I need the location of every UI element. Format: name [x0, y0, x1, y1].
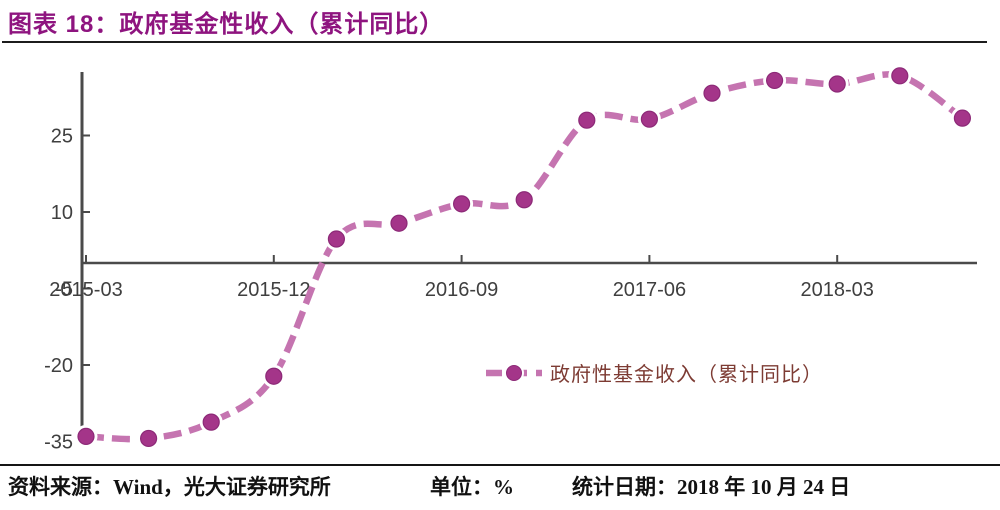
data-point: [77, 427, 95, 445]
chart-title: 图表 18：政府基金性收入（累计同比）: [8, 11, 445, 38]
y-tick-label: -35: [44, 432, 73, 454]
data-point: [578, 111, 596, 129]
data-point: [140, 429, 158, 448]
data-point: [390, 214, 408, 232]
stat-date-note: 统计日期：2018 年 10 月 24 日: [572, 475, 851, 499]
x-tick-label: 2018-03: [800, 279, 873, 301]
y-tick-label: 10: [51, 202, 73, 224]
series-line: [85, 71, 965, 443]
y-tick-label: 25: [51, 126, 73, 148]
footer-divider: [0, 464, 1000, 466]
data-point: [828, 75, 846, 93]
data-point: [765, 71, 784, 90]
data-point: [265, 367, 283, 385]
unit-note: 单位：%: [430, 475, 514, 499]
x-tick-label: 2017-06: [613, 279, 686, 301]
source-note: 资料来源：Wind，光大证券研究所: [8, 475, 331, 499]
x-tick-label: 2016-09: [425, 279, 498, 301]
data-point: [327, 230, 345, 248]
data-point: [953, 109, 972, 127]
x-tick-label: 2015-12: [237, 279, 310, 301]
y-tick-label: -20: [44, 355, 73, 377]
x-tick-label: 2015-03: [49, 279, 122, 301]
data-point: [202, 413, 220, 431]
data-point: [703, 84, 721, 102]
data-point: [891, 67, 909, 85]
data-point: [640, 110, 659, 128]
legend-label: 政府性基金收入（累计同比）: [550, 363, 823, 386]
y-tick-label: -5: [55, 279, 73, 301]
legend-marker-dot: [506, 365, 522, 381]
title-divider: [2, 41, 987, 43]
data-point: [515, 191, 533, 209]
data-point: [453, 195, 471, 213]
